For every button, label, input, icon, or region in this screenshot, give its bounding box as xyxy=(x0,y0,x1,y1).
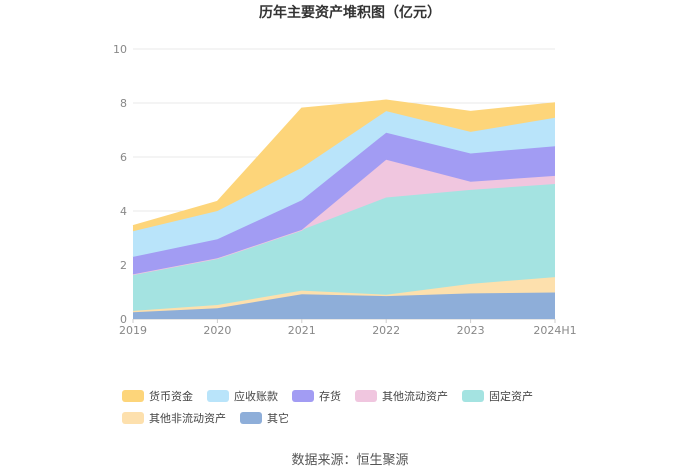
y-tick-label: 2 xyxy=(120,259,127,272)
x-tick-label: 2022 xyxy=(372,324,400,337)
area-其他非流动资产 xyxy=(133,277,555,313)
y-tick-label: 10 xyxy=(113,43,127,56)
y-tick-label: 0 xyxy=(120,313,127,326)
y-tick-label: 6 xyxy=(120,151,127,164)
legend-item[interactable]: 存货 xyxy=(292,388,341,404)
legend-item[interactable]: 其它 xyxy=(240,410,289,426)
y-tick-label: 8 xyxy=(120,97,127,110)
x-tick-label: 2023 xyxy=(457,324,485,337)
legend-label: 其它 xyxy=(267,412,289,425)
x-axis: 2019 2020 2021 2022 2023 2024H1 xyxy=(119,319,577,337)
legend-item[interactable]: 其他流动资产 xyxy=(355,388,448,404)
x-tick-label: 2024H1 xyxy=(533,324,576,337)
legend-swatch xyxy=(240,412,262,424)
area-edge-货币资金 xyxy=(132,99,556,227)
legend-label: 其他非流动资产 xyxy=(149,412,226,425)
area-其他流动资产 xyxy=(133,159,555,275)
area-其它 xyxy=(133,292,555,319)
legend-item[interactable]: 应收账款 xyxy=(207,388,278,404)
area-固定资产 xyxy=(133,184,555,311)
legend-label: 其他流动资产 xyxy=(382,390,448,403)
legend: 货币资金 应收账款 存货 其他流动资产 固定资产其他非流动资产 其它 xyxy=(122,388,602,426)
legend-item[interactable]: 货币资金 xyxy=(122,388,193,404)
legend-swatch xyxy=(122,412,144,424)
x-tick-label: 2020 xyxy=(203,324,231,337)
y-tick-label: 4 xyxy=(120,205,127,218)
data-source: 数据来源：恒生聚源 xyxy=(291,453,409,468)
legend-swatch xyxy=(292,390,314,402)
legend-swatch xyxy=(355,390,377,402)
x-tick-label: 2019 xyxy=(119,324,147,337)
legend-item[interactable]: 固定资产 xyxy=(462,388,533,404)
x-tick-label: 2021 xyxy=(288,324,316,337)
area-series xyxy=(132,99,556,319)
legend-swatch xyxy=(207,390,229,402)
area-存货 xyxy=(133,132,555,275)
legend-label: 货币资金 xyxy=(149,390,193,403)
legend-swatch xyxy=(462,390,484,402)
area-货币资金 xyxy=(133,100,555,232)
y-axis: 0 2 4 6 8 10 xyxy=(113,43,127,326)
chart-title: 历年主要资产堆积图（亿元） xyxy=(259,4,441,21)
legend-label: 固定资产 xyxy=(489,390,533,403)
legend-label: 应收账款 xyxy=(234,390,278,403)
legend-item[interactable]: 其他非流动资产 xyxy=(122,410,226,426)
legend-label: 存货 xyxy=(319,390,341,403)
legend-swatch xyxy=(122,390,144,402)
area-应收账款 xyxy=(133,111,555,257)
